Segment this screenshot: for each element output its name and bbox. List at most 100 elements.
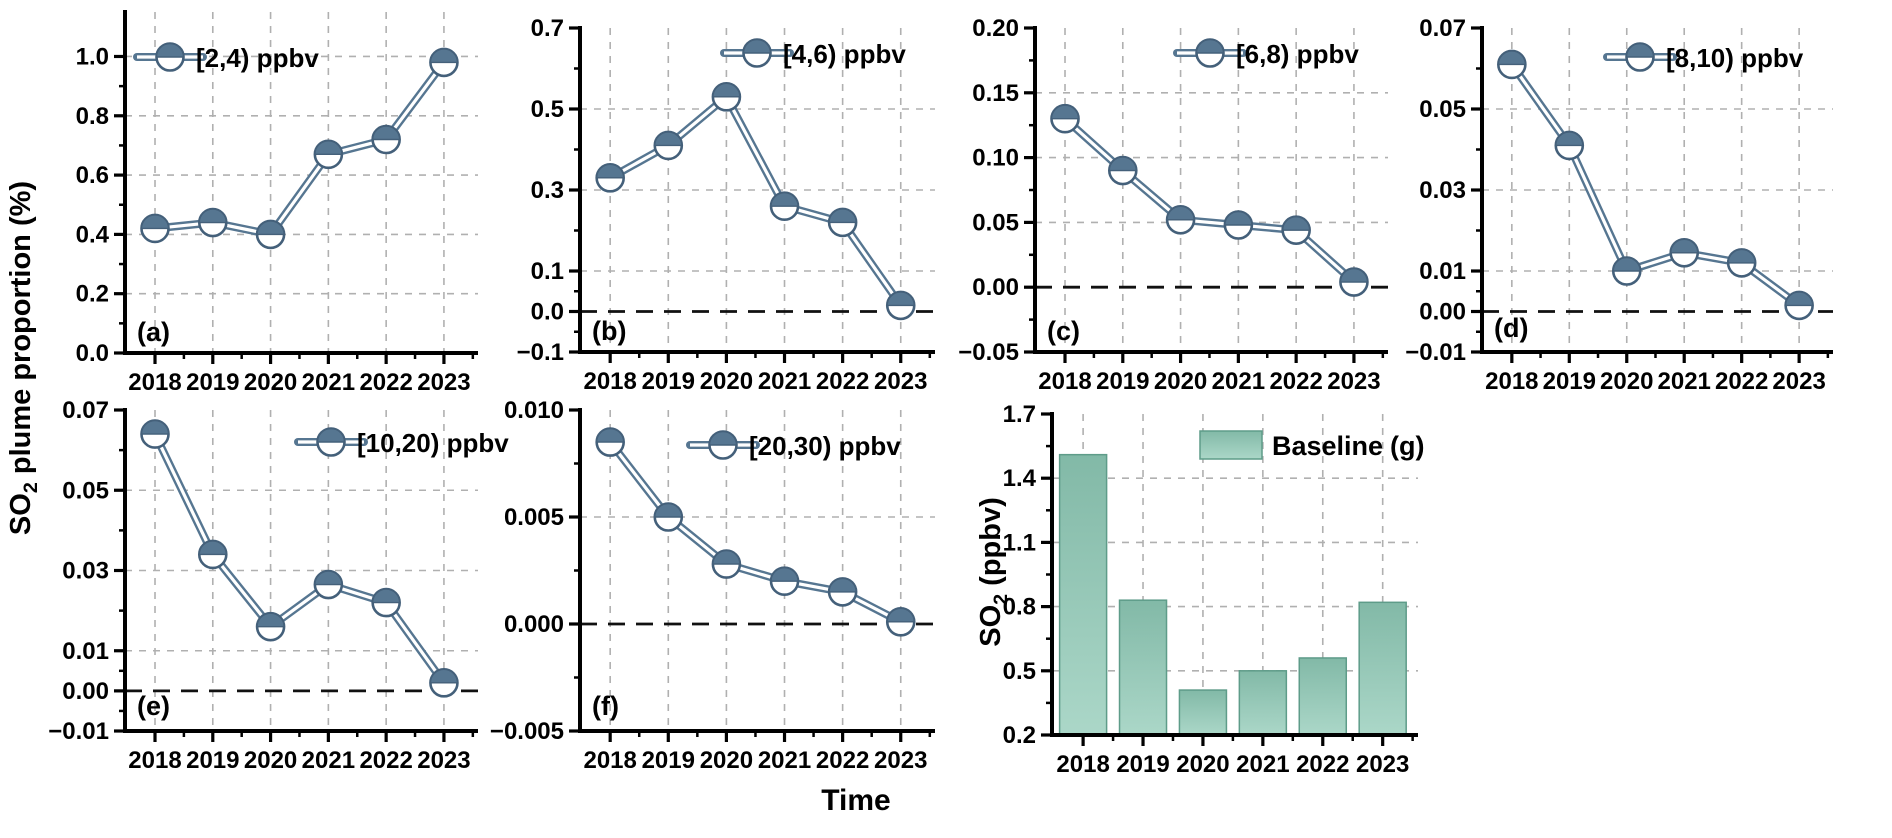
chart-text: 2023 [1327,368,1380,395]
chart-text: 0.03 [1419,177,1466,204]
bar [1178,689,1228,736]
panel-c-chart: [6,8) ppbv (c) −0.05 0.00 0.05 0.10 0.15 0.20 20… [950,0,1400,400]
chart-svg-b: [4,6) ppbv (b) −0.1 0.0 0.1 0.3 0.5 0.7 2018 2019… [517,15,935,395]
series [1050,103,1369,297]
chart-text: 1.1 [1003,529,1036,556]
chart-text: 2023 [874,368,927,395]
chart-text: 0.6 [76,162,109,189]
chart-text: 0.01 [1419,258,1466,285]
marker-top-half [1727,248,1756,264]
axes: 0.2 0.5 0.8 1.1 1.4 1.7 2018 2019 2020 2021 2022 20… [1003,401,1418,778]
marker-top-half [770,567,799,582]
marker-top-half [1108,156,1137,172]
chart-text: [6,8) ppbv [1236,39,1359,69]
marker-top-half [256,612,285,628]
marker-top-half [1625,42,1655,58]
chart-text: 0.0 [76,340,109,367]
marker-top-half [371,588,401,604]
marker-top-half [314,140,343,156]
chart-text: (g) [1390,431,1424,461]
chart-text: [4,6) ppbv [783,39,906,69]
chart-text: 0.2 [1003,722,1036,749]
chart-text: (d) [1494,313,1528,343]
chart-text: 2018 [128,747,181,774]
chart-text: 0.005 [504,504,564,531]
series [595,82,916,321]
chart-text: 0.4 [76,221,110,248]
legend: [8,10) ppbv [1603,42,1804,73]
chart-text: (c) [1047,316,1080,346]
marker-top-half [140,419,170,435]
chart-svg-f: [20,30) ppbv(f)−0.0050.0000.0050.0102018… [490,397,935,774]
marker-top-half [1195,38,1225,54]
chart-text: 2023 [417,747,470,774]
chart-svg-e: [10,20) ppbv (e) −0.01 0.00 0.01 0.03 0.05 0.07… [48,397,509,774]
chart-text: (b) [592,316,626,346]
panel-g-chart: Baseline (g) 0.2 0.5 0.8 1.1 1.4 1.7 2018 2019 202… [967,398,1467,818]
chart-text: 0.1 [531,258,564,285]
chart-text: [10,20) ppbv [357,428,509,458]
marker-top-half [140,214,170,230]
legend: [2,4) ppbv [133,42,319,73]
chart-text: 0.00 [972,274,1019,301]
chart-text: 2020 [1154,368,1207,395]
chart-text: 2018 [583,368,636,395]
marker-top-half [198,208,227,224]
chart-text: 0.01 [62,638,109,665]
chart-text: 2019 [1543,368,1596,395]
chart-text: 2021 [758,747,811,774]
chart-text: 2020 [244,369,297,396]
chart-text: 2020 [700,747,753,774]
chart-text: 0.8 [76,103,109,130]
bar [1238,670,1288,736]
series [595,427,916,637]
time-axis-label: Time [821,784,891,817]
bar [1118,599,1168,736]
chart-text: 0.5 [1003,658,1036,685]
axes: −0.1 0.0 0.1 0.3 0.5 0.7 2018 2019 2020 2021 2022 2… [517,15,935,395]
chart-text: −0.005 [490,718,564,745]
marker-top-half [1670,238,1699,254]
marker-top-half [1612,256,1641,272]
chart-text: 1.7 [1003,401,1036,428]
legend-swatch-icon [1199,430,1263,460]
chart-text: 2022 [359,747,412,774]
chart-text: 0.5 [531,96,564,123]
marker-top-half [654,502,683,518]
gridlines [125,410,478,731]
marker-top-half [1224,210,1253,226]
chart-svg-g: Baseline (g) 0.2 0.5 0.8 1.1 1.4 1.7 2018 2019 202… [1003,401,1425,778]
chart-text: 2022 [816,368,869,395]
chart-text: 0.07 [62,397,109,424]
chart-text: −0.1 [517,339,564,366]
chart-text: 0.10 [972,145,1019,172]
chart-text: 2021 [758,368,811,395]
chart-text: 2018 [128,369,181,396]
chart-text: 2020 [1600,368,1653,395]
y-label-sub: 2 [19,482,42,494]
chart-text: −0.05 [958,339,1019,366]
chart-text: 2018 [1056,751,1109,778]
chart-text: 0.010 [504,397,564,424]
series [1058,453,1407,736]
marker-top-half [256,220,285,236]
marker-top-half [708,430,738,446]
chart-text: 2023 [1356,751,1409,778]
y-label-post: plume proportion (%) [5,180,38,483]
chart-text: 2022 [1715,368,1768,395]
chart-text: 2019 [642,368,695,395]
chart-text: 2020 [1176,751,1229,778]
marker-top-half [429,48,459,64]
gridlines [580,28,935,352]
marker-top-half [371,125,401,141]
marker-top-half [1555,131,1584,147]
marker-top-half [155,42,185,58]
chart-text: 2023 [874,747,927,774]
marker-top-half [595,427,625,443]
chart-text: 0.05 [62,477,109,504]
chart-text: [20,30) ppbv [749,431,901,461]
marker-top-half [429,668,459,684]
marker-top-half [1281,215,1311,231]
